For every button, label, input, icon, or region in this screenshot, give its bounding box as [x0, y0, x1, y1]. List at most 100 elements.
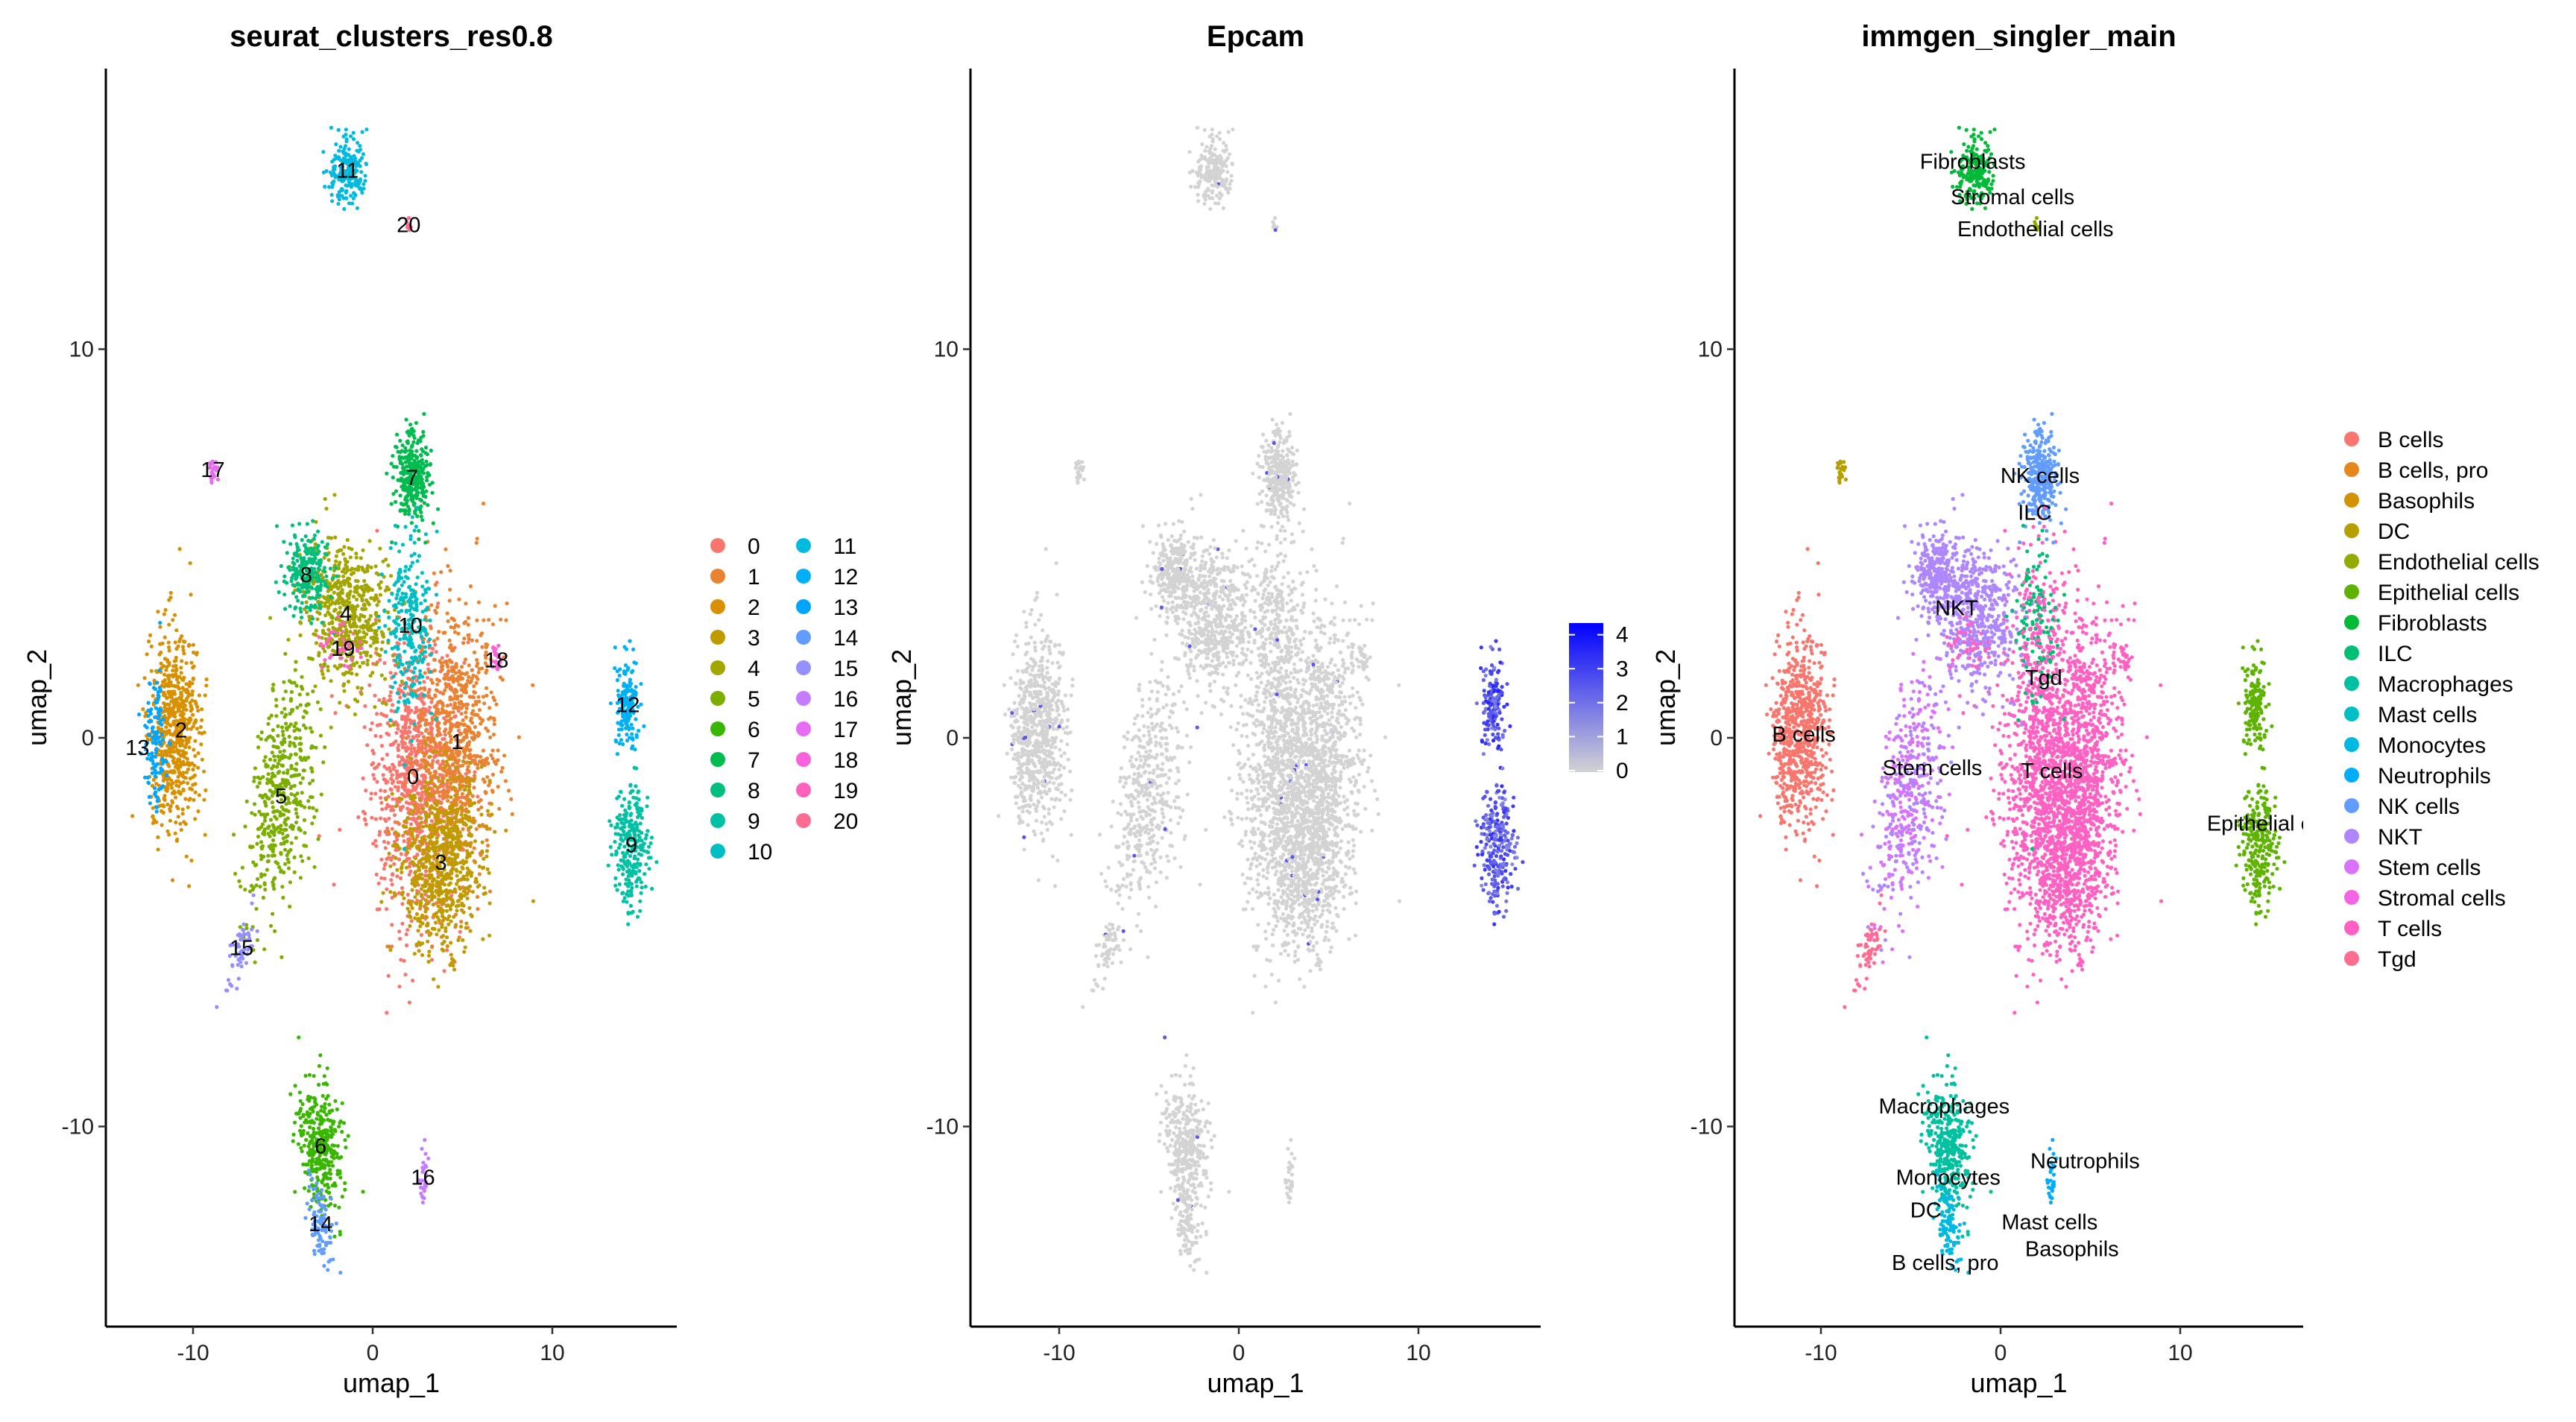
data-point	[333, 1184, 338, 1188]
data-point	[311, 519, 315, 523]
data-point	[427, 876, 432, 880]
data-point	[278, 750, 282, 754]
data-point	[427, 780, 432, 785]
data-point	[407, 718, 412, 722]
data-point	[394, 830, 398, 835]
data-point	[312, 1096, 316, 1100]
data-point	[168, 753, 172, 758]
data-point	[453, 756, 458, 761]
data-point	[293, 767, 297, 771]
data-point	[412, 719, 417, 724]
data-point	[430, 697, 435, 701]
data-point	[380, 756, 385, 762]
data-point	[405, 731, 409, 736]
data-point	[418, 765, 423, 770]
data-point	[400, 804, 405, 809]
data-point	[193, 720, 198, 724]
data-point	[299, 748, 303, 753]
data-point	[318, 1166, 322, 1171]
data-point	[178, 821, 183, 826]
data-point	[311, 778, 315, 783]
data-point	[269, 780, 274, 785]
data-point	[398, 780, 402, 784]
data-point	[316, 529, 321, 534]
data-point	[461, 860, 466, 865]
data-point	[165, 665, 169, 669]
data-point	[322, 555, 326, 560]
data-point	[443, 547, 448, 552]
data-point	[437, 779, 441, 783]
data-point	[279, 870, 283, 874]
data-point	[405, 857, 409, 862]
data-point	[386, 794, 391, 799]
data-point	[449, 862, 454, 866]
data-point	[463, 753, 467, 758]
data-point	[281, 895, 285, 900]
data-point	[389, 709, 394, 713]
data-point	[432, 791, 437, 795]
data-point	[452, 828, 457, 832]
data-point	[145, 652, 149, 657]
data-point	[461, 641, 466, 645]
data-point	[166, 677, 171, 681]
data-point	[464, 921, 469, 926]
data-point	[179, 690, 183, 695]
data-point	[333, 582, 338, 587]
data-point	[379, 795, 383, 800]
data-point	[468, 748, 473, 752]
data-point	[438, 659, 442, 663]
data-point	[458, 870, 463, 874]
data-point	[420, 745, 424, 749]
data-point	[472, 650, 477, 655]
data-point	[184, 739, 189, 743]
data-point	[461, 827, 465, 832]
data-point	[394, 739, 398, 744]
data-point	[162, 693, 167, 698]
data-point	[492, 759, 497, 764]
data-point	[303, 1163, 308, 1167]
data-point	[389, 574, 394, 578]
data-point	[182, 688, 186, 692]
data-point	[482, 618, 486, 622]
data-point	[261, 774, 265, 780]
data-point	[396, 785, 401, 789]
data-point	[314, 641, 319, 645]
data-point	[459, 896, 464, 900]
data-point	[188, 561, 192, 566]
data-point	[329, 1201, 333, 1207]
data-point	[393, 894, 397, 898]
data-point	[494, 702, 499, 707]
data-point	[449, 737, 454, 742]
data-point	[180, 634, 184, 639]
data-point	[303, 1186, 307, 1190]
data-point	[435, 682, 440, 686]
data-point	[343, 1181, 347, 1186]
data-point	[490, 812, 494, 817]
data-point	[417, 797, 423, 803]
data-point	[485, 809, 490, 813]
data-point	[465, 702, 470, 707]
data-point	[463, 727, 467, 732]
data-point	[174, 820, 178, 825]
data-point	[429, 958, 435, 962]
data-point	[456, 795, 461, 800]
data-point	[475, 657, 479, 663]
data-point	[341, 574, 346, 578]
data-point	[271, 911, 275, 916]
data-point	[467, 674, 471, 680]
data-point	[297, 522, 302, 526]
data-point	[429, 721, 434, 726]
data-point	[404, 704, 408, 709]
data-point	[411, 502, 416, 508]
data-point	[450, 748, 455, 753]
data-point	[295, 705, 300, 710]
data-point	[299, 610, 303, 614]
data-point	[450, 833, 455, 838]
data-point	[352, 617, 356, 622]
data-point	[379, 857, 384, 862]
data-point	[436, 507, 441, 511]
data-point	[297, 1128, 303, 1133]
data-point	[187, 884, 192, 888]
data-point	[620, 803, 625, 808]
data-point	[174, 723, 178, 728]
